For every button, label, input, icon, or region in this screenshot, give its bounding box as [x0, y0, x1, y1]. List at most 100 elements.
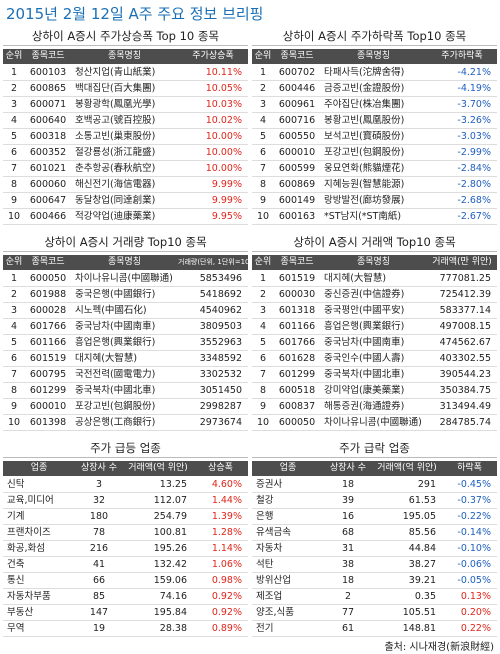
title-rule: [3, 45, 248, 46]
table-cell: 13.25: [123, 477, 193, 493]
section-title: 주가 급등 업종: [90, 441, 161, 455]
table-cell: 600071: [25, 97, 71, 113]
table-cell: 5: [252, 129, 274, 145]
table-cell: 청산지업(青山紙業): [71, 65, 178, 81]
table-cell: 600050: [274, 415, 320, 431]
table-cell: 중국인수(中國人壽): [320, 351, 427, 367]
table-cell: 양조,식품: [252, 605, 324, 621]
title-rule: [3, 251, 248, 252]
table-cell: 0.92%: [193, 605, 248, 621]
table-cell: 화공,화섬: [3, 541, 75, 557]
section-title: 상하이 A증시 주가상승폭 Top 10 종목: [31, 29, 220, 43]
table-cell: 시노펙(中國石化): [71, 303, 178, 319]
column-header: 상승폭: [193, 461, 248, 476]
column-header: 거래액(만 위안): [427, 255, 497, 270]
table-cell: 8: [252, 177, 274, 193]
table-cell: 195.05: [372, 509, 442, 525]
table-cell: 4: [3, 319, 25, 335]
table-cell: 601021: [25, 161, 71, 177]
table-cell: 3: [75, 477, 123, 493]
table-cell: 3348592: [178, 351, 248, 367]
table-cell: 10: [252, 415, 274, 431]
table-cell: 600599: [274, 161, 320, 177]
table-cell: 1.14%: [193, 541, 248, 557]
table-cell: 중국북차(中國北車): [320, 367, 427, 383]
table-cell: 28.38: [123, 621, 193, 637]
table-cell: 600837: [274, 399, 320, 415]
column-header: 주가상승폭: [178, 49, 248, 64]
table-cell: 195.84: [123, 605, 193, 621]
section-title: 상하이 A증시 주가하락폭 Top10 종목: [282, 29, 467, 43]
table-cell: 601398: [25, 415, 71, 431]
table-cell: 포강고빈(包鋼股份): [71, 399, 178, 415]
table-cell: 3552963: [178, 335, 248, 351]
table-cell: 중국평안(中國平安): [320, 303, 427, 319]
table-cell: 1.39%: [193, 509, 248, 525]
table-cell: -0.10%: [442, 541, 497, 557]
column-header: 종목코드: [274, 255, 320, 270]
table-cell: 147: [75, 605, 123, 621]
column-header: 업종: [3, 461, 75, 476]
table-cell: 2973674: [178, 415, 248, 431]
table-cell: 무역: [3, 621, 75, 637]
table-cell: 600795: [25, 367, 71, 383]
table-cell: 1.44%: [193, 493, 248, 509]
table-cell: 601519: [25, 351, 71, 367]
table-cell: 4540962: [178, 303, 248, 319]
table-cell: 국전전력(國電電力): [71, 367, 178, 383]
table-cell: 건축: [3, 557, 75, 573]
table-cell: 497008.15: [427, 319, 497, 335]
table-cell: 보석고빈(寶碩股份): [320, 129, 427, 145]
table-cell: 600010: [274, 145, 320, 161]
table-cell: 봉황고빈(鳳凰股份): [320, 113, 427, 129]
table-cell: -3.26%: [427, 113, 497, 129]
table-cell: 5: [3, 335, 25, 351]
table-cell: 3: [3, 97, 25, 113]
table-cell: 601299: [274, 367, 320, 383]
table-cell: -2.68%: [427, 193, 497, 209]
table-cell: 5: [3, 129, 25, 145]
table-cell: 10.03%: [178, 97, 248, 113]
table-cell: 0.92%: [193, 589, 248, 605]
table-cell: 601166: [274, 319, 320, 335]
table-cell: 105.51: [372, 605, 442, 621]
table-cell: -0.06%: [442, 557, 497, 573]
table-cell: 9.99%: [178, 177, 248, 193]
table-cell: 777081.25: [427, 271, 497, 287]
column-header: 순위: [3, 49, 25, 64]
table-cell: 주야집단(株冶集團): [320, 97, 427, 113]
column-header: 순위: [252, 255, 274, 270]
column-header: 순위: [252, 49, 274, 64]
column-header: 업종: [252, 461, 324, 476]
table-cell: 2: [3, 81, 25, 97]
table-cell: 2: [3, 287, 25, 303]
table-cell: 0.98%: [193, 573, 248, 589]
table-cell: 신탁: [3, 477, 75, 493]
table-cell: *ST남지(*ST南紙): [320, 209, 427, 225]
table-cell: 금증고빈(金證股份): [320, 81, 427, 97]
table-cell: 0.13%: [442, 589, 497, 605]
table-cell: 호백공고(號百控股): [71, 113, 178, 129]
table-cell: 10: [3, 209, 25, 225]
table-cell: 차이나유니콤(中國聯通): [320, 415, 427, 431]
table-cell: 1.06%: [193, 557, 248, 573]
column-header: 종목명칭: [320, 49, 427, 64]
table-cell: 3051450: [178, 383, 248, 399]
table-cell: 38.27: [372, 557, 442, 573]
table-cell: 601166: [25, 335, 71, 351]
table-cell: -0.45%: [442, 477, 497, 493]
table-cell: 583377.14: [427, 303, 497, 319]
table-cell: 9.99%: [178, 193, 248, 209]
table-cell: 600149: [274, 193, 320, 209]
table-cell: 0.20%: [442, 605, 497, 621]
column-header: 거래액(억 위안): [123, 461, 193, 476]
table-cell: 10.02%: [178, 113, 248, 129]
table-cell: 132.42: [123, 557, 193, 573]
table-cell: 중국남차(中國南車): [320, 335, 427, 351]
table-cell: 1: [3, 271, 25, 287]
table-cell: 6: [3, 145, 25, 161]
table-cell: 중신증권(中信證券): [320, 287, 427, 303]
table-cell: -0.22%: [442, 509, 497, 525]
table-cell: -0.05%: [442, 573, 497, 589]
column-header: 종목명칭: [71, 255, 178, 270]
